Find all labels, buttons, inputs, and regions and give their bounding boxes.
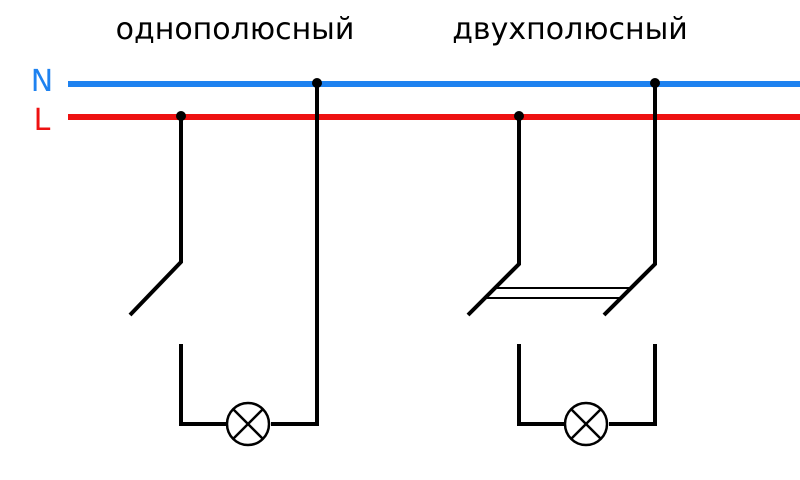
double-pole-title: двухполюсный (452, 12, 688, 47)
single-pole-junction-neutral (312, 78, 322, 88)
double-pole-junction-line (514, 111, 524, 121)
double-pole-lamp-icon (563, 401, 609, 447)
line-label: L (33, 103, 51, 138)
single-pole-line-wire (128, 116, 183, 317)
single-pole-circuit (128, 78, 322, 447)
single-pole-lamp-icon (225, 401, 271, 447)
single-pole-neutral-wire (271, 83, 319, 426)
double-pole-line-wire (466, 116, 521, 317)
double-pole-junction-neutral (650, 78, 660, 88)
single-pole-junction-line (176, 111, 186, 121)
single-pole-load-wire (179, 344, 226, 426)
neutral-label: N (30, 64, 54, 99)
double-pole-load-wire-right (609, 344, 657, 426)
double-pole-linkage (486, 287, 631, 299)
double-pole-circuit (466, 78, 660, 447)
double-pole-load-wire-left (517, 344, 564, 426)
single-pole-title: однополюсный (115, 12, 355, 47)
